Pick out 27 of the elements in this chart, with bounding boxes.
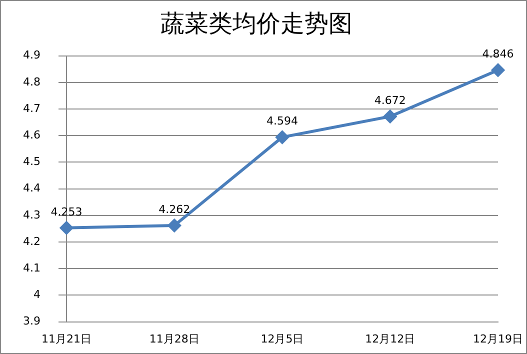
y-tick-label: 4 [33,288,40,302]
y-tick-label: 4.5 [22,155,40,168]
data-label: 4.262 [158,202,190,216]
point [276,130,289,144]
data-label: 4.253 [50,205,82,218]
point [60,221,73,234]
x-tick-label: 12月5日 [260,332,304,346]
point [492,64,505,77]
y-tick-label: 4.6 [22,128,40,142]
y-tick-label: 4.1 [22,261,40,274]
chart-title: 蔬菜类均价走势图 [160,10,352,38]
x-tick-label: 11月28日 [149,332,200,346]
y-tick-label: 4.9 [22,48,40,62]
point [168,219,181,232]
x-tick-label: 12月12日 [365,332,416,346]
y-tick-label: 4.7 [22,102,40,115]
y-tick-label: 4.4 [22,182,40,195]
data-label: 4.846 [482,48,514,61]
point [384,110,397,123]
y-tick-label: 4.2 [22,234,40,248]
y-tick-label: 3.9 [22,314,40,328]
data-label: 4.672 [374,94,406,107]
x-tick-label: 12月19日 [473,332,524,346]
x-tick-label: 11月21日 [41,332,92,346]
y-tick-label: 4.8 [22,75,40,88]
data-label: 4.594 [266,114,298,128]
y-tick-label: 4.3 [22,208,40,222]
